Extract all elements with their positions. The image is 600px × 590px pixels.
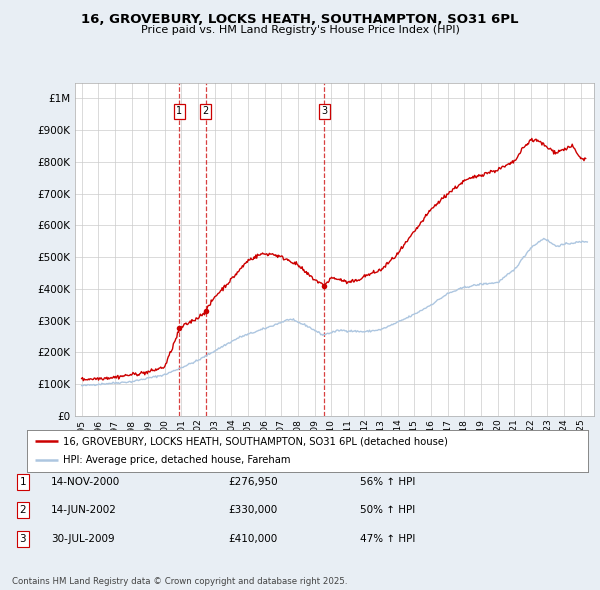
Text: 56% ↑ HPI: 56% ↑ HPI <box>360 477 415 487</box>
Text: £276,950: £276,950 <box>228 477 278 487</box>
Text: 14-NOV-2000: 14-NOV-2000 <box>51 477 120 487</box>
Text: 3: 3 <box>19 534 26 543</box>
Text: 50% ↑ HPI: 50% ↑ HPI <box>360 506 415 515</box>
Text: 1: 1 <box>176 106 182 116</box>
Text: £410,000: £410,000 <box>228 534 277 543</box>
Text: 16, GROVEBURY, LOCKS HEATH, SOUTHAMPTON, SO31 6PL (detached house): 16, GROVEBURY, LOCKS HEATH, SOUTHAMPTON,… <box>64 437 448 447</box>
Text: Price paid vs. HM Land Registry's House Price Index (HPI): Price paid vs. HM Land Registry's House … <box>140 25 460 35</box>
Text: 14-JUN-2002: 14-JUN-2002 <box>51 506 117 515</box>
Text: 3: 3 <box>321 106 327 116</box>
Text: £330,000: £330,000 <box>228 506 277 515</box>
Text: 47% ↑ HPI: 47% ↑ HPI <box>360 534 415 543</box>
Text: 2: 2 <box>203 106 209 116</box>
Text: 1: 1 <box>19 477 26 487</box>
Text: Contains HM Land Registry data © Crown copyright and database right 2025.
This d: Contains HM Land Registry data © Crown c… <box>12 577 347 590</box>
Text: 30-JUL-2009: 30-JUL-2009 <box>51 534 115 543</box>
Text: 16, GROVEBURY, LOCKS HEATH, SOUTHAMPTON, SO31 6PL: 16, GROVEBURY, LOCKS HEATH, SOUTHAMPTON,… <box>81 13 519 26</box>
Text: HPI: Average price, detached house, Fareham: HPI: Average price, detached house, Fare… <box>64 455 291 465</box>
Text: 2: 2 <box>19 506 26 515</box>
